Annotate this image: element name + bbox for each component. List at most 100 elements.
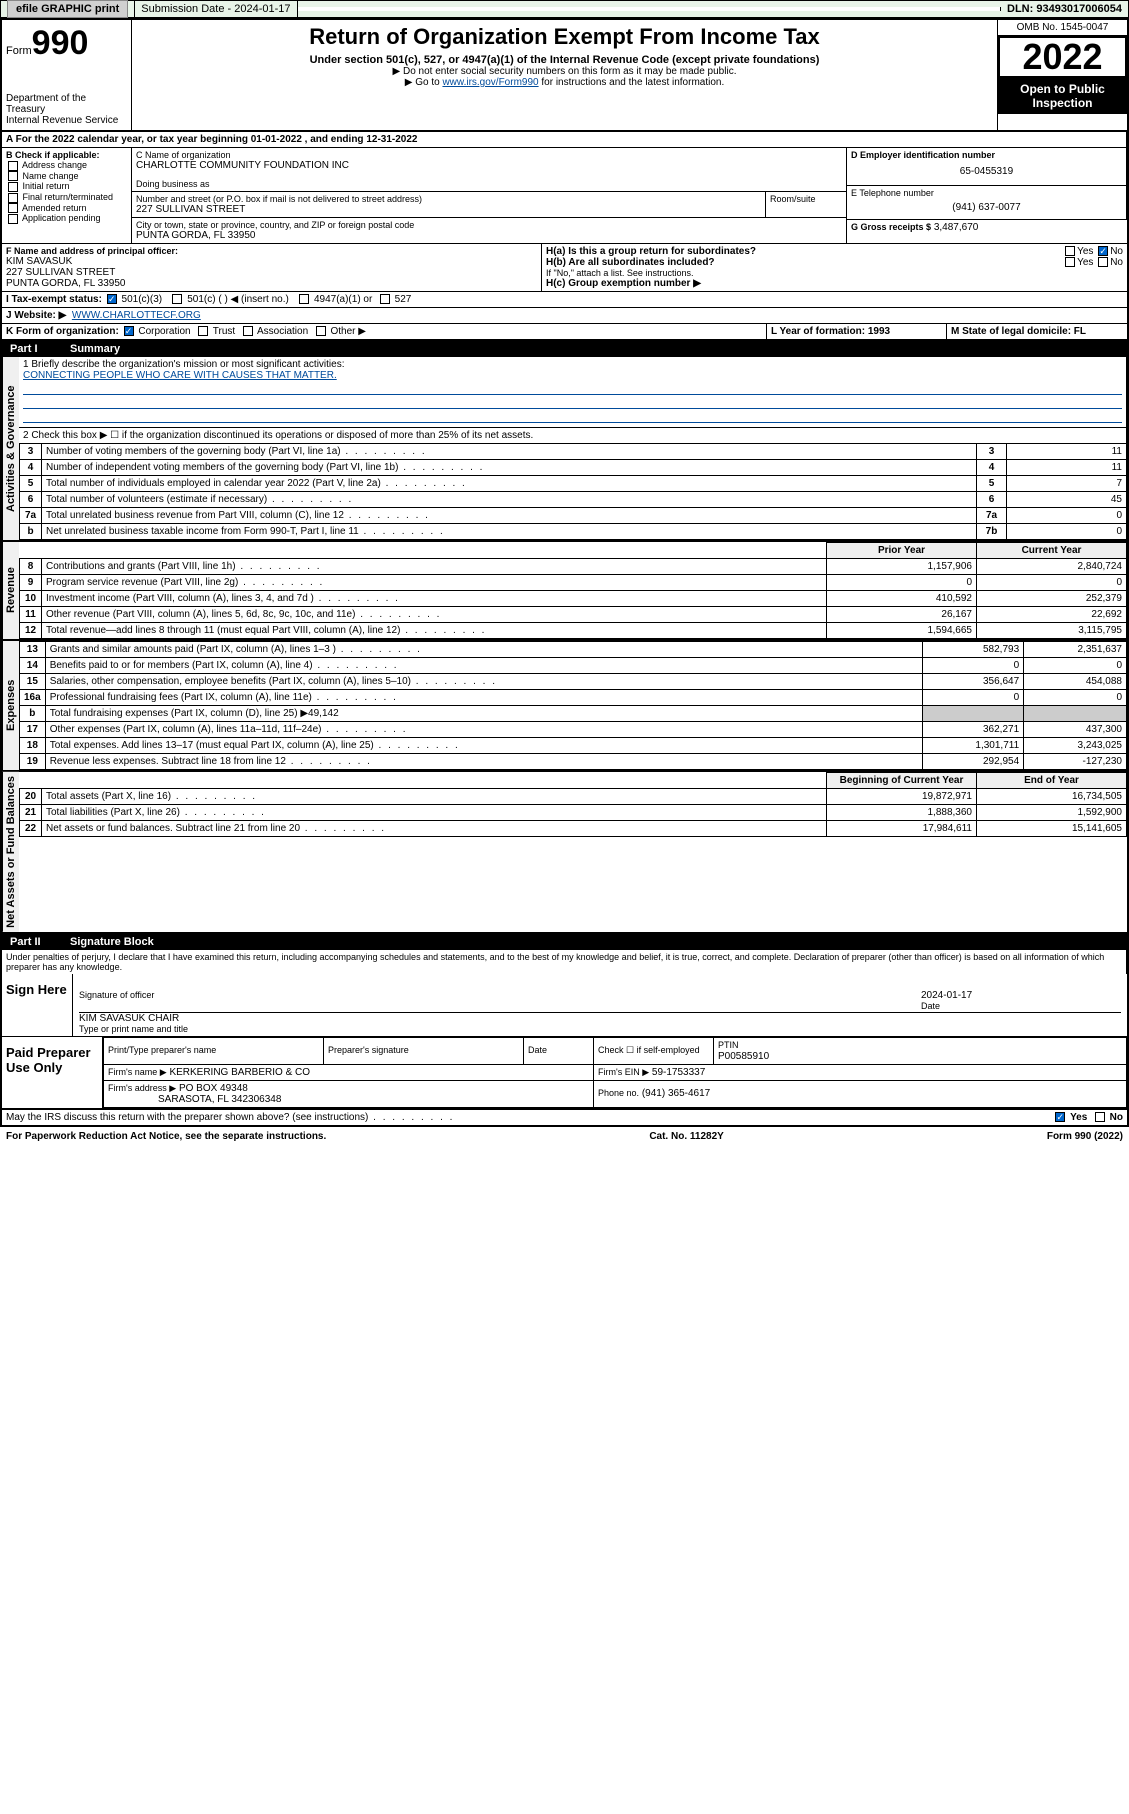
prep-self-employed: Check ☐ if self-employed [598,1045,700,1055]
checkbox-item[interactable]: Final return/terminated [6,192,127,203]
d-label: D Employer identification number [851,150,1122,160]
website-link[interactable]: WWW.CHARLOTTECF.ORG [72,310,201,321]
sig-date-label: Date [921,1001,940,1011]
k-trust-check[interactable] [198,326,208,336]
ha-no-check[interactable] [1098,246,1108,256]
checkbox-item[interactable]: Initial return [6,181,127,192]
table-row: 9Program service revenue (Part VIII, lin… [20,575,1127,591]
ha-yes-check[interactable] [1065,246,1075,256]
dept-treasury: Department of the Treasury [6,93,127,115]
part1-bar: Part ISummary [2,341,1127,357]
prep-name-label: Print/Type preparer's name [108,1045,216,1055]
table-row: 22Net assets or fund balances. Subtract … [20,821,1127,837]
ha-label: H(a) Is this a group return for subordin… [546,246,756,257]
k-assoc-check[interactable] [243,326,253,336]
firm-ein-label: Firm's EIN ▶ [598,1067,649,1077]
pra-notice: For Paperwork Reduction Act Notice, see … [6,1131,326,1142]
form-subtitle: Under section 501(c), 527, or 4947(a)(1)… [140,54,989,66]
form-number: 990 [32,24,89,62]
gross-receipts: 3,487,670 [934,222,979,233]
k-corp-check[interactable] [124,326,134,336]
i-501c3-check[interactable] [107,294,117,304]
officer-addr2: PUNTA GORDA, FL 33950 [6,278,537,289]
efile-button[interactable]: efile GRAPHIC print [7,0,128,18]
addr-label: Number and street (or P.O. box if mail i… [136,194,761,204]
i-4947-check[interactable] [299,294,309,304]
line-a: A For the 2022 calendar year, or tax yea… [2,132,1127,148]
hb-no-check[interactable] [1098,257,1108,267]
may-irs-discuss: May the IRS discuss this return with the… [6,1112,368,1123]
vtab-netassets: Net Assets or Fund Balances [2,772,19,932]
mayirs-no-check[interactable] [1095,1112,1105,1122]
org-name: CHARLOTTE COMMUNITY FOUNDATION INC [136,160,842,171]
note-ssn: ▶ Do not enter social security numbers o… [140,66,989,77]
table-row: 16aProfessional fundraising fees (Part I… [20,690,1127,706]
officer-name: KIM SAVASUK [6,256,537,267]
hb-yes-check[interactable] [1065,257,1075,267]
irs-label: Internal Revenue Service [6,115,127,126]
mayirs-yes-check[interactable] [1055,1112,1065,1122]
g-label: G Gross receipts $ [851,222,931,232]
checkbox-item[interactable]: Name change [6,171,127,182]
sig-date-value: 2024-01-17 [921,990,972,1001]
table-row: 10Investment income (Part VIII, column (… [20,591,1127,607]
table-row: bTotal fundraising expenses (Part IX, co… [20,706,1127,722]
perjury-statement: Under penalties of perjury, I declare th… [2,950,1127,974]
public-inspection: Open to Public Inspection [998,78,1127,114]
k-label: K Form of organization: [6,326,119,337]
checkbox-item[interactable]: Amended return [6,203,127,214]
firm-ein: 59-1753337 [652,1067,705,1078]
table-row: 11Other revenue (Part VIII, column (A), … [20,607,1127,623]
form-prefix: Form [6,45,32,57]
table-row: bNet unrelated business taxable income f… [20,524,1127,540]
sig-officer-label: Signature of officer [79,990,154,1000]
prep-sig-label: Preparer's signature [328,1045,409,1055]
table-row: 12Total revenue—add lines 8 through 11 (… [20,623,1127,639]
table-row: 20Total assets (Part X, line 16)19,872,9… [20,789,1127,805]
submission-date: Submission Date - 2024-01-17 [135,1,297,17]
table-row: 3Number of voting members of the governi… [20,444,1127,460]
type-print-label: Type or print name and title [79,1024,1121,1034]
ein: 65-0455319 [851,160,1122,183]
form-version: Form 990 (2022) [1047,1131,1123,1142]
firm-addr1: PO BOX 49348 [179,1083,248,1094]
cat-no: Cat. No. 11282Y [649,1131,723,1142]
prep-date-label: Date [528,1045,547,1055]
room-label: Room/suite [770,194,842,204]
i-501c-check[interactable] [172,294,182,304]
dba-label: Doing business as [136,179,842,189]
vtab-revenue: Revenue [2,542,19,639]
sign-here-label: Sign Here [2,974,72,1036]
tax-year: 2022 [998,36,1127,78]
ptin-value: P00585910 [718,1051,769,1062]
firm-name-label: Firm's name ▶ [108,1067,167,1077]
dln: DLN: 93493017006054 [1001,1,1128,17]
k-other-check[interactable] [316,326,326,336]
table-row: 17Other expenses (Part IX, column (A), l… [20,722,1127,738]
hc-label: H(c) Group exemption number ▶ [546,278,701,289]
line2: 2 Check this box ▶ ☐ if the organization… [19,428,1127,443]
hb-note: If "No," attach a list. See instructions… [546,268,1123,278]
paid-preparer-label: Paid Preparer Use Only [2,1037,102,1108]
table-row: 4Number of independent voting members of… [20,460,1127,476]
omb-number: OMB No. 1545-0047 [998,20,1127,36]
vtab-expenses: Expenses [2,641,19,770]
j-label: J Website: ▶ [6,310,66,321]
firm-addr-label: Firm's address ▶ [108,1083,176,1093]
table-row: 5Total number of individuals employed in… [20,476,1127,492]
city-label: City or town, state or province, country… [136,220,842,230]
officer-name-sig: KIM SAVASUK CHAIR [79,1013,1121,1024]
checkbox-item[interactable]: Address change [6,160,127,171]
part2-bar: Part IISignature Block [2,934,1127,950]
b-label: B Check if applicable: [6,150,127,160]
table-row: 15Salaries, other compensation, employee… [20,674,1127,690]
i-527-check[interactable] [380,294,390,304]
mission-text[interactable]: CONNECTING PEOPLE WHO CARE WITH CAUSES T… [23,370,337,381]
m-label: M State of legal domicile: FL [951,326,1086,337]
irs-link[interactable]: www.irs.gov/Form990 [442,77,538,88]
checkbox-item[interactable]: Application pending [6,213,127,224]
city-state-zip: PUNTA GORDA, FL 33950 [136,230,842,241]
phone: (941) 637-0077 [851,198,1122,217]
street-address: 227 SULLIVAN STREET [136,204,761,215]
table-row: 21Total liabilities (Part X, line 26)1,8… [20,805,1127,821]
